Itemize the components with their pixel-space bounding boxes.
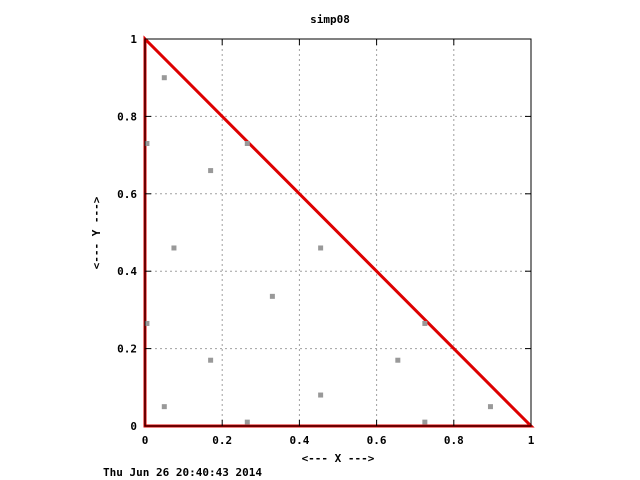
y-tick-label: 1 bbox=[130, 33, 137, 46]
chart-title: simp08 bbox=[310, 13, 350, 26]
x-axis-label: <--- X ---> bbox=[302, 452, 375, 465]
y-tick-label: 0.8 bbox=[117, 110, 137, 123]
data-point bbox=[208, 168, 214, 174]
y-tick-label: 0.2 bbox=[117, 343, 137, 356]
data-point bbox=[395, 357, 401, 363]
x-tick-label: 1 bbox=[528, 434, 535, 447]
data-point bbox=[487, 404, 493, 410]
y-axis-label: <--- Y ---> bbox=[90, 196, 103, 269]
data-point bbox=[144, 320, 150, 326]
triangle-layer bbox=[143, 35, 535, 428]
data-point bbox=[161, 404, 167, 410]
y-tick-label: 0.6 bbox=[117, 188, 137, 201]
data-point bbox=[244, 140, 250, 146]
data-point bbox=[422, 419, 428, 425]
x-tick-label: 0.8 bbox=[444, 434, 464, 447]
data-point bbox=[171, 245, 177, 251]
data-point bbox=[269, 293, 275, 299]
data-point bbox=[144, 140, 150, 146]
triangle-boundary bbox=[143, 35, 535, 428]
x-tick-label: 0.6 bbox=[367, 434, 387, 447]
timestamp: Thu Jun 26 20:40:43 2014 bbox=[103, 466, 262, 479]
data-points bbox=[144, 75, 493, 425]
tick-labels: 0 0.2 0.4 0.6 0.8 1 0 0.2 0.4 0.6 0.8 1 bbox=[117, 33, 535, 447]
data-point bbox=[318, 245, 324, 251]
x-tick-label: 0.4 bbox=[289, 434, 309, 447]
data-point bbox=[208, 357, 214, 363]
data-point bbox=[244, 419, 250, 425]
grid bbox=[145, 39, 531, 426]
y-tick-label: 0 bbox=[130, 420, 137, 433]
data-point bbox=[161, 75, 167, 81]
data-point bbox=[422, 320, 428, 326]
ticks bbox=[144, 38, 532, 427]
x-tick-label: 0.2 bbox=[212, 434, 232, 447]
data-point bbox=[318, 392, 324, 398]
x-tick-label: 0 bbox=[142, 434, 149, 447]
y-tick-label: 0.4 bbox=[117, 265, 137, 278]
plot-frame bbox=[144, 38, 532, 427]
